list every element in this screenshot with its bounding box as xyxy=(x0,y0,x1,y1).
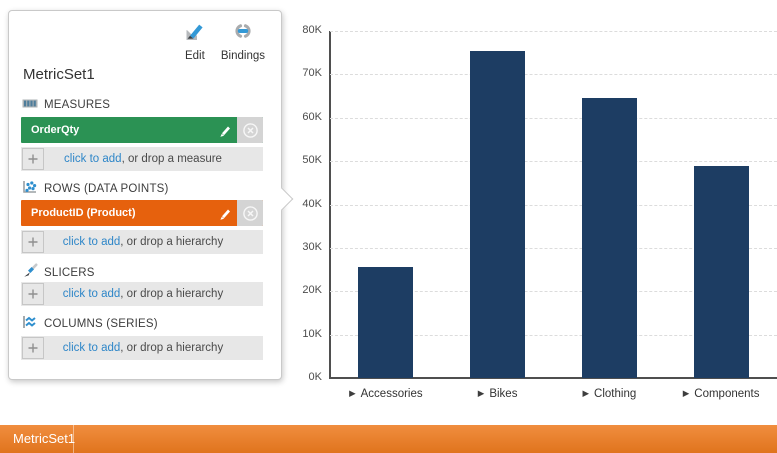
drop-hint-text: , or drop a hierarchy xyxy=(120,342,224,354)
click-to-add-link[interactable]: click to add xyxy=(62,288,121,300)
y-axis-tick-label: 40K xyxy=(302,197,322,210)
click-to-add-link[interactable]: click to add xyxy=(62,342,121,354)
circle-x-icon xyxy=(242,205,258,221)
measures-header-label: MEASURES xyxy=(44,98,111,111)
edit-button[interactable]: Edit xyxy=(183,19,207,62)
bar-accessories[interactable] xyxy=(358,267,414,378)
bar-chart: 0K 10K 20K 30K 40K 50K 60K 70K 80K ▶ Accessories ▶ B… xyxy=(290,10,777,415)
circle-x-icon xyxy=(242,122,258,138)
add-measure-row[interactable]: click to add, or drop a measure xyxy=(21,147,263,171)
add-hierarchy-text: click to add, or drop a hierarchy xyxy=(45,342,263,354)
rows-section-header: ROWS (DATA POINTS) xyxy=(22,180,169,197)
slicers-section-header: SLICERS xyxy=(22,263,95,282)
add-column-row[interactable]: click to add, or drop a hierarchy xyxy=(21,336,263,360)
slicers-header-label: SLICERS xyxy=(44,266,95,279)
chip-remove-button[interactable] xyxy=(237,117,263,143)
chip-edit-pencil-icon[interactable] xyxy=(211,200,237,226)
expand-triangle-icon: ▶ xyxy=(477,388,485,398)
gridline xyxy=(330,117,777,119)
bindings-button[interactable]: Bindings xyxy=(221,19,265,62)
gridline xyxy=(330,74,777,76)
bindings-icon xyxy=(231,19,255,48)
rows-data-points-icon xyxy=(22,180,38,197)
y-axis-tick-label: 20K xyxy=(302,284,322,297)
y-axis-tick-label: 10K xyxy=(302,327,322,340)
measure-chip-orderqty[interactable]: OrderQty xyxy=(21,117,263,143)
y-axis-tick-label: 70K xyxy=(302,67,322,80)
drop-hint-text: , or drop a hierarchy xyxy=(120,288,224,300)
add-measure-text: click to add, or drop a measure xyxy=(45,153,263,165)
add-slicer-row[interactable]: click to add, or drop a hierarchy xyxy=(21,282,263,306)
x-category-label[interactable]: ▶ Accessories xyxy=(326,388,446,400)
panel-toolbar: Edit Bindings xyxy=(183,19,265,62)
expand-triangle-icon: ▶ xyxy=(682,388,690,398)
drop-hint-text: , or drop a measure xyxy=(121,153,222,165)
metric-set-tab[interactable] xyxy=(0,425,74,453)
bar-components[interactable] xyxy=(693,166,749,378)
category-name: Components xyxy=(694,388,760,400)
y-axis-tick-label: 60K xyxy=(302,110,322,123)
category-name: Clothing xyxy=(594,388,637,400)
click-to-add-link[interactable]: click to add xyxy=(62,236,121,248)
columns-header-label: COLUMNS (SERIES) xyxy=(44,317,158,330)
rows-header-label: ROWS (DATA POINTS) xyxy=(44,182,169,195)
add-hierarchy-text: click to add, or drop a hierarchy xyxy=(45,236,263,248)
measures-section-header: MEASURES xyxy=(22,97,110,112)
add-icon xyxy=(22,148,44,170)
gridline xyxy=(330,291,777,293)
edit-label: Edit xyxy=(184,50,205,62)
add-row-hierarchy-row[interactable]: click to add, or drop a hierarchy xyxy=(21,230,263,254)
expand-triangle-icon: ▶ xyxy=(349,388,356,398)
bar-bikes[interactable] xyxy=(470,51,526,378)
drop-hint-text: , or drop a hierarchy xyxy=(120,236,224,248)
bindings-label: Bindings xyxy=(220,50,265,62)
metric-set-title: MetricSet1 xyxy=(23,66,95,83)
measures-icon xyxy=(22,97,38,112)
chip-edit-pencil-icon[interactable] xyxy=(211,117,237,143)
bar-clothing[interactable] xyxy=(581,98,637,378)
add-hierarchy-text: click to add, or drop a hierarchy xyxy=(45,288,263,300)
x-category-label[interactable]: ▶ Components xyxy=(661,388,777,400)
edit-icon xyxy=(183,19,207,48)
footer-metric-set-label: MetricSet1 xyxy=(13,431,76,446)
columns-section-header: COLUMNS (SERIES) xyxy=(22,315,158,332)
x-axis-line xyxy=(329,377,777,379)
y-axis-tick-label: 80K xyxy=(302,24,322,36)
add-icon xyxy=(22,231,44,253)
click-to-add-link[interactable]: click to add xyxy=(64,153,122,165)
chip-label: OrderQty xyxy=(31,124,80,136)
category-name: Bikes xyxy=(489,388,518,400)
add-icon xyxy=(22,337,44,359)
y-axis-tick-label: 50K xyxy=(302,154,322,167)
gridline xyxy=(330,204,777,206)
chip-remove-button[interactable] xyxy=(237,200,263,226)
expand-triangle-icon: ▶ xyxy=(582,388,590,398)
chip-label: ProductID (Product) xyxy=(31,207,136,219)
category-name: Accessories xyxy=(360,388,423,400)
y-axis-tick-label: 30K xyxy=(302,240,322,253)
gridline xyxy=(330,161,777,163)
x-category-label[interactable]: ▶ Bikes xyxy=(438,388,558,400)
gridline xyxy=(330,31,777,32)
metric-set-panel: Edit Bindings MetricSet1 xyxy=(8,10,294,380)
gridline xyxy=(330,247,777,249)
slicers-icon xyxy=(22,263,38,282)
row-chip-productid[interactable]: ProductID (Product) xyxy=(21,200,263,226)
footer-bar: MetricSet1 xyxy=(0,425,777,453)
add-icon xyxy=(22,283,44,305)
x-category-label[interactable]: ▶ Clothing xyxy=(549,388,669,400)
columns-series-icon xyxy=(22,315,38,332)
y-axis-tick-label: 0K xyxy=(308,371,322,383)
gridline xyxy=(330,334,777,336)
